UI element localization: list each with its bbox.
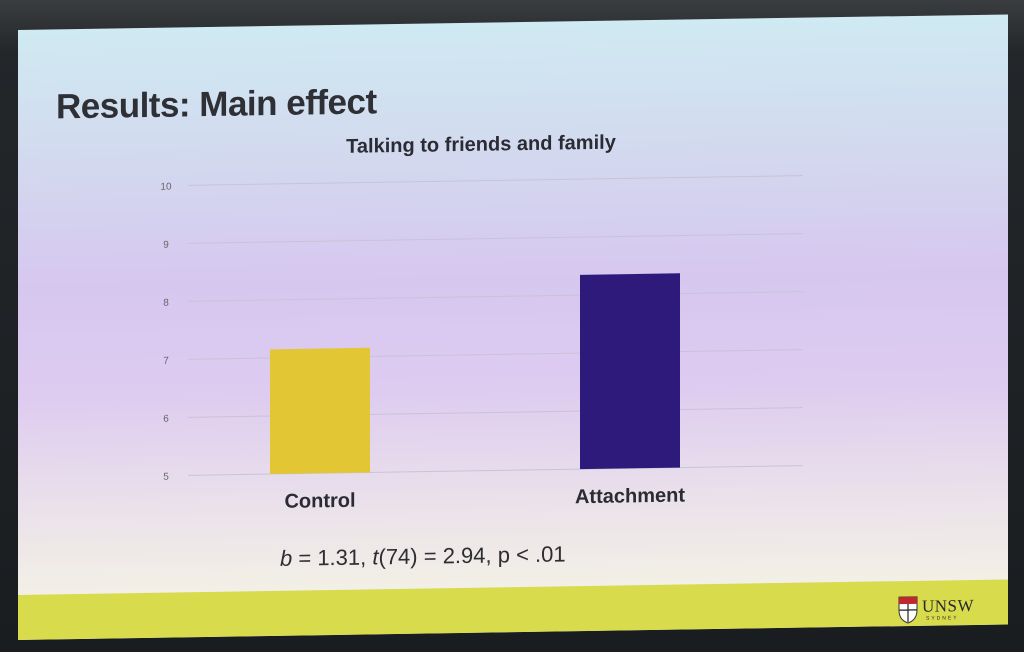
y-tick-label: 6 bbox=[163, 414, 169, 425]
b-value: = 1.31, bbox=[292, 544, 373, 571]
logo-subtitle: SYDNEY bbox=[926, 615, 959, 622]
gridline bbox=[188, 175, 803, 186]
logo-wordmark: UNSW bbox=[922, 595, 975, 616]
unsw-logo: UNSW SYDNEY bbox=[898, 593, 998, 629]
bar-control bbox=[270, 347, 370, 475]
x-label-control: Control bbox=[284, 490, 355, 513]
y-tick-label: 7 bbox=[163, 356, 169, 367]
b-symbol: b bbox=[280, 545, 293, 571]
y-tick-label: 8 bbox=[163, 298, 169, 309]
x-axis-labels: Control Attachment bbox=[284, 485, 685, 513]
y-tick-label: 10 bbox=[160, 182, 172, 193]
gridline bbox=[188, 233, 803, 244]
x-label-attachment: Attachment bbox=[575, 485, 685, 509]
bars bbox=[270, 273, 680, 475]
gridline bbox=[188, 291, 803, 302]
t-statistic: (74) = 2.94, p < .01 bbox=[378, 541, 566, 570]
presentation-slide: Results: Main effect Talking to friends … bbox=[18, 14, 1008, 641]
crest-icon bbox=[898, 596, 918, 624]
bar-attachment bbox=[580, 273, 680, 470]
y-axis-ticks: 5 6 7 8 9 10 bbox=[160, 182, 172, 483]
bar-chart: Talking to friends and family 5 6 7 8 9 10 Co… bbox=[160, 132, 803, 513]
statistics-summary: b = 1.31, t(74) = 2.94, p < .01 bbox=[280, 541, 566, 571]
y-tick-label: 9 bbox=[163, 240, 169, 251]
chart-title: Talking to friends and family bbox=[346, 132, 617, 158]
y-tick-label: 5 bbox=[163, 472, 169, 483]
